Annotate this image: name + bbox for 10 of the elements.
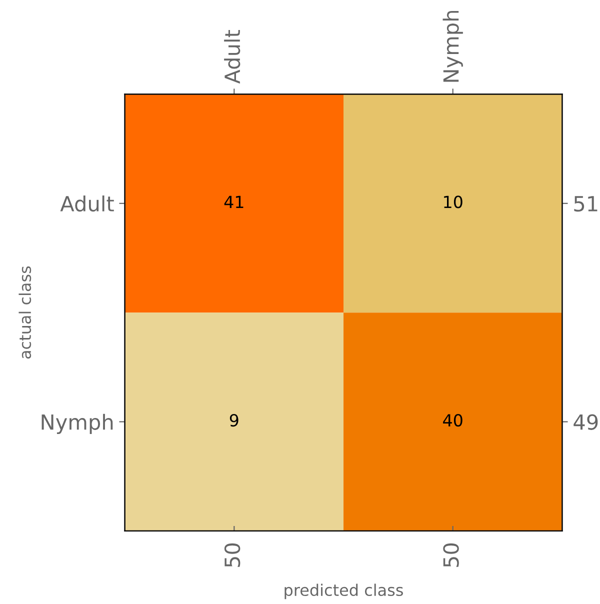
text: 50 — [443, 543, 459, 567]
data-label: 9 — [230, 414, 238, 427]
y2-tick-label: 49 — [574, 414, 598, 430]
data-label: 40 — [443, 414, 462, 427]
y-axis-title: actual class — [18, 266, 32, 359]
text: 50 — [224, 543, 240, 567]
x-axis-title: predicted class — [284, 584, 403, 600]
data-label: 41 — [224, 196, 244, 208]
data-label: 10 — [444, 196, 462, 208]
y2-tick-label: 51 — [574, 196, 598, 212]
